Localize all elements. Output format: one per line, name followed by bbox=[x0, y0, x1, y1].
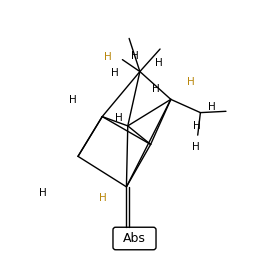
FancyBboxPatch shape bbox=[113, 227, 156, 250]
Text: H: H bbox=[152, 84, 160, 94]
Text: H: H bbox=[208, 102, 216, 112]
Text: H: H bbox=[192, 142, 200, 152]
Text: Abs: Abs bbox=[123, 232, 146, 245]
Text: H: H bbox=[98, 193, 106, 204]
Text: H: H bbox=[69, 95, 77, 105]
Text: H: H bbox=[39, 188, 47, 198]
Text: H: H bbox=[187, 77, 195, 87]
Text: H: H bbox=[155, 58, 162, 68]
Text: H: H bbox=[131, 51, 139, 61]
Text: H: H bbox=[193, 121, 201, 131]
Text: H: H bbox=[104, 52, 112, 62]
Text: H: H bbox=[111, 68, 118, 78]
Text: H: H bbox=[115, 113, 122, 123]
